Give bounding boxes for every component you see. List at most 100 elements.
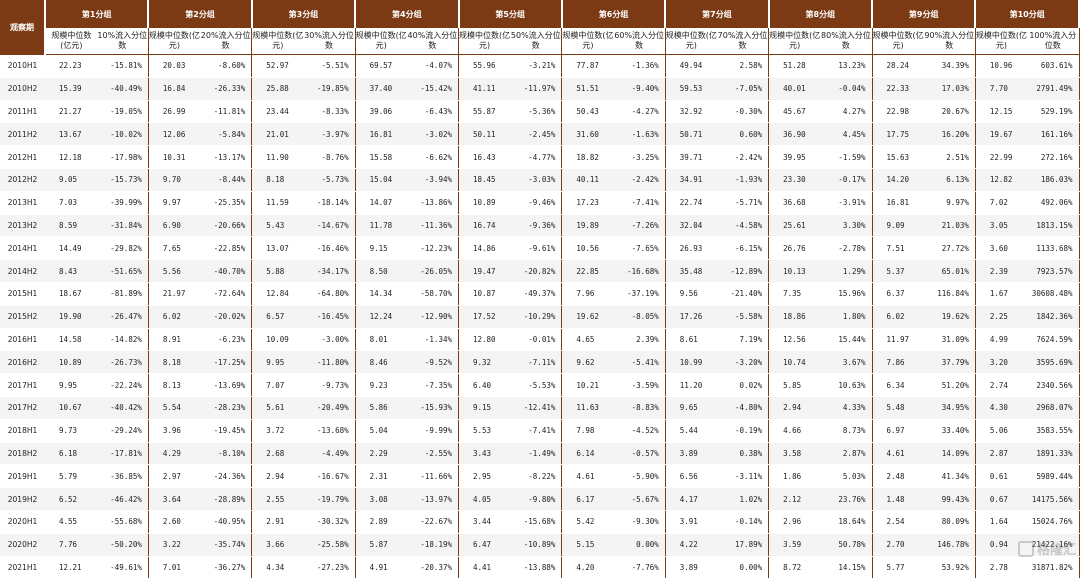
flow-quantile-cell: 8.73%: [820, 419, 873, 443]
size-median-cell: 16.81: [872, 191, 924, 215]
table-row: 2011H1 21.27 -19.05% 26.99 -11.81% 23.44 -8.33…: [0, 100, 1080, 124]
size-median-cell: 16.84: [148, 77, 201, 101]
flow-quantile-cell: -40.49%: [96, 77, 149, 101]
flow-quantile-cell: 23.76%: [820, 487, 873, 511]
size-median-cell: 21.01: [251, 122, 304, 147]
size-median-cell: 22.33: [872, 77, 924, 101]
size-median-cell: 11.63: [561, 396, 614, 420]
size-median-cell: 3.43: [458, 442, 511, 466]
size-median-cell: 10.56: [561, 236, 614, 261]
size-median-cell: 12.80: [458, 328, 511, 352]
flow-quantile-cell: -17.81%: [96, 442, 149, 466]
flow-quantile-cell: 34.95%: [923, 396, 976, 420]
flow-quantile-cell: -8.10%: [200, 442, 253, 466]
subheader-row: 规模中位数(亿元) 10%流入分位数 规模中位数(亿元) 20%流入分位数 规模中位数(…: [0, 28, 1080, 55]
flow-quantile-cell: 31871.82%: [1027, 556, 1080, 579]
size-median-cell: 3.05: [975, 214, 1028, 238]
flow-quantile-cell: 21.03%: [923, 214, 976, 238]
size-median-cell: 2.97: [148, 464, 201, 489]
flow-quantile-cell: -3.00%: [303, 328, 356, 352]
flow-quantile-cell: 10.63%: [820, 373, 873, 397]
flow-quantile-cell: -7.35%: [406, 373, 459, 397]
size-median-cell: 9.95: [45, 373, 97, 397]
flow-quantile-cell: -5.53%: [510, 373, 563, 397]
flow-quantile-cell: -3.20%: [716, 350, 770, 375]
flow-quantile-cell: 53.92%: [923, 556, 976, 579]
size-median-cell: 14.34: [355, 282, 407, 306]
flow-quantile-cell: 16.20%: [923, 122, 976, 147]
size-median-cell: 8.43: [45, 259, 97, 283]
size-median-cell: 21.97: [148, 282, 201, 306]
flow-quantile-cell: 99.43%: [923, 487, 976, 511]
size-median-cell: 16.74: [458, 214, 511, 238]
period-header: 观察期: [0, 0, 46, 55]
flow-quantile-cell: 3.30%: [820, 214, 873, 238]
size-median-cell: 5.85: [768, 373, 821, 397]
flow-quantile-cell: -8.05%: [613, 305, 666, 329]
flow-quantile-cell: -15.68%: [510, 510, 563, 534]
period-cell: 2018H2: [0, 442, 45, 466]
flow-quantile-cell: 1842.36%: [1027, 305, 1080, 329]
size-median-cell: 5.56: [148, 259, 201, 283]
flow-quantile-cell: -17.25%: [200, 350, 253, 375]
flow-quantile-cell: -50.20%: [96, 533, 149, 557]
table-row: 2013H1 7.03 -39.99% 9.97 -25.35% 11.59 -18.14%…: [0, 191, 1080, 215]
size-median-cell: 2.94: [251, 464, 304, 489]
flow-quantile-cell: -20.66%: [200, 214, 253, 238]
size-median-cell: 3.59: [768, 533, 821, 557]
group-header: 第8分组: [768, 0, 874, 28]
size-median-cell: 20.03: [148, 54, 201, 78]
flow-quantile-cell: 2968.07%: [1027, 396, 1080, 420]
size-median-cell: 12.21: [45, 556, 97, 579]
size-median-cell: 50.43: [561, 100, 614, 124]
period-cell: 2018H1: [0, 419, 45, 443]
group-header: 第9分组: [872, 0, 977, 28]
size-median-cell: 4.55: [45, 510, 97, 534]
size-median-cell: 49.94: [665, 54, 717, 78]
flow-quantile-cell: -11.36%: [406, 214, 459, 238]
flow-quantile-cell: -27.23%: [303, 556, 356, 579]
flow-quantile-cell: 4.45%: [820, 122, 873, 147]
size-median-cell: 8.18: [251, 168, 304, 192]
size-median-cell: 45.67: [768, 100, 821, 124]
size-median-cell: 4.66: [768, 419, 821, 443]
flow-quantile-cell: -40.95%: [200, 510, 253, 534]
size-median-cell: 19.47: [458, 259, 511, 283]
table-row: 2021H1 12.21 -49.61% 7.01 -36.27% 4.34 -27.23%…: [0, 556, 1080, 579]
size-median-cell: 3.58: [768, 442, 821, 466]
period-cell: 2011H2: [0, 122, 45, 147]
flow-quantile-cell: -28.23%: [200, 396, 253, 420]
period-cell: 2013H2: [0, 214, 45, 238]
size-median-cell: 6.02: [148, 305, 201, 329]
size-median-cell: 19.67: [975, 122, 1028, 147]
group-header: 第2分组: [148, 0, 253, 28]
size-median-cell: 5.61: [251, 396, 304, 420]
flow-quantile-cell: 30608.48%: [1027, 282, 1080, 306]
table-row: 2018H2 6.18 -17.81% 4.29 -8.10% 2.68 -4.49% 2.2…: [0, 442, 1080, 466]
size-median-cell: 15.58: [355, 145, 407, 169]
size-median-cell: 6.40: [458, 373, 511, 397]
flow-quantile-cell: 529.19%: [1027, 100, 1080, 124]
flow-quantile-cell: 14.09%: [923, 442, 976, 466]
period-cell: 2019H2: [0, 487, 45, 511]
size-median-cell: 2.48: [872, 464, 924, 489]
size-median-cell: 22.74: [665, 191, 717, 215]
flow-quantile-header: 30%流入分位数: [303, 28, 356, 55]
size-median-cell: 8.59: [45, 214, 97, 238]
flow-quantile-cell: 0.00%: [613, 533, 666, 557]
flow-quantile-cell: -20.82%: [510, 259, 563, 283]
flow-quantile-header: 100%流入分位数: [1027, 28, 1080, 55]
size-median-cell: 18.45: [458, 168, 511, 192]
size-median-cell: 0.67: [975, 487, 1028, 511]
size-median-cell: 36.68: [768, 191, 821, 215]
flow-quantile-cell: -34.17%: [303, 259, 356, 283]
flow-quantile-cell: -0.19%: [716, 419, 770, 443]
size-median-cell: 5.43: [251, 214, 304, 238]
flow-quantile-cell: -6.43%: [406, 100, 459, 124]
flow-quantile-cell: 186.03%: [1027, 168, 1080, 192]
flow-quantile-cell: 14.15%: [820, 556, 873, 579]
group-header: 第4分组: [355, 0, 460, 28]
size-median-cell: 16.43: [458, 145, 511, 169]
size-median-cell: 10.21: [561, 373, 614, 397]
flow-quantile-cell: 7.19%: [716, 328, 770, 352]
